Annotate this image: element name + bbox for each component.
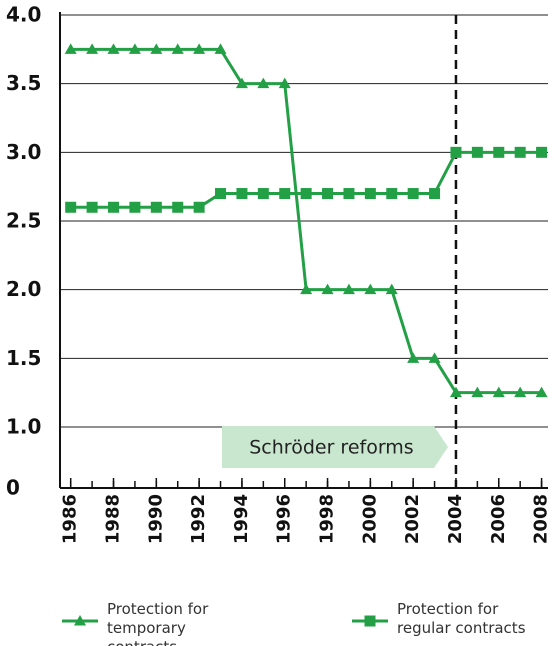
point bbox=[429, 188, 441, 200]
point bbox=[300, 283, 313, 295]
y-tick-label: 4.0 bbox=[6, 3, 41, 27]
point bbox=[471, 386, 484, 398]
point bbox=[150, 201, 162, 213]
x-tick-label: 1996 bbox=[274, 494, 295, 544]
point bbox=[322, 188, 334, 200]
series bbox=[65, 146, 548, 213]
point bbox=[364, 283, 377, 295]
point bbox=[471, 146, 483, 158]
x-tick-label: 2004 bbox=[445, 494, 466, 544]
point bbox=[279, 188, 291, 200]
point bbox=[321, 283, 334, 295]
x-tick-label: 1986 bbox=[60, 494, 81, 544]
series bbox=[64, 43, 548, 398]
point bbox=[86, 43, 99, 54]
point bbox=[215, 188, 227, 200]
point bbox=[535, 386, 548, 398]
point bbox=[193, 201, 205, 213]
y-tick-label: 2.0 bbox=[6, 277, 41, 301]
point bbox=[150, 43, 163, 54]
point bbox=[278, 77, 291, 89]
x-tick-label: 2006 bbox=[488, 494, 509, 544]
y-tick-label: 1.0 bbox=[6, 415, 41, 439]
point bbox=[364, 615, 376, 627]
point bbox=[450, 146, 462, 158]
x-tick-label: 2000 bbox=[359, 494, 380, 544]
point bbox=[107, 43, 120, 54]
point bbox=[64, 43, 77, 54]
point bbox=[428, 352, 441, 363]
point bbox=[235, 77, 248, 89]
x-tick-label: 1992 bbox=[188, 494, 209, 544]
x-tick-label: 1994 bbox=[231, 494, 252, 544]
point bbox=[129, 201, 141, 213]
x-tick-label: 2008 bbox=[531, 494, 552, 544]
point bbox=[172, 201, 184, 213]
point bbox=[385, 283, 398, 295]
y-tick-label: 3.0 bbox=[6, 140, 41, 164]
y-tick-label: 3.5 bbox=[6, 71, 41, 95]
point bbox=[236, 188, 248, 200]
point bbox=[536, 146, 548, 158]
point bbox=[65, 201, 77, 213]
y-tick-label: 2.5 bbox=[6, 209, 41, 233]
point bbox=[343, 188, 355, 200]
point bbox=[492, 386, 505, 398]
x-tick-label: 1990 bbox=[145, 494, 166, 544]
annotation-text: Schröder reforms bbox=[249, 437, 413, 459]
point bbox=[257, 77, 270, 89]
point bbox=[493, 146, 505, 158]
point bbox=[514, 146, 526, 158]
x-tick-label: 2002 bbox=[402, 494, 423, 544]
point bbox=[300, 188, 312, 200]
y-tick-label: 1.5 bbox=[6, 346, 41, 370]
point bbox=[407, 352, 420, 363]
point bbox=[86, 201, 98, 213]
point bbox=[214, 43, 227, 54]
point bbox=[128, 43, 141, 54]
point bbox=[449, 386, 462, 398]
point bbox=[364, 188, 376, 200]
point bbox=[108, 201, 120, 213]
y-tick-label: 0 bbox=[6, 476, 20, 500]
legend-label: Protection for regular contracts bbox=[397, 600, 526, 637]
point bbox=[193, 43, 206, 54]
x-tick-label: 1998 bbox=[317, 494, 338, 544]
point bbox=[257, 188, 269, 200]
point bbox=[342, 283, 355, 295]
point bbox=[74, 615, 86, 626]
point bbox=[514, 386, 527, 398]
x-tick-label: 1988 bbox=[103, 494, 124, 544]
legend-label: Protection for temporary contracts bbox=[107, 600, 209, 646]
point bbox=[386, 188, 398, 200]
annotation-box bbox=[222, 426, 448, 468]
point bbox=[171, 43, 184, 54]
point bbox=[407, 188, 419, 200]
